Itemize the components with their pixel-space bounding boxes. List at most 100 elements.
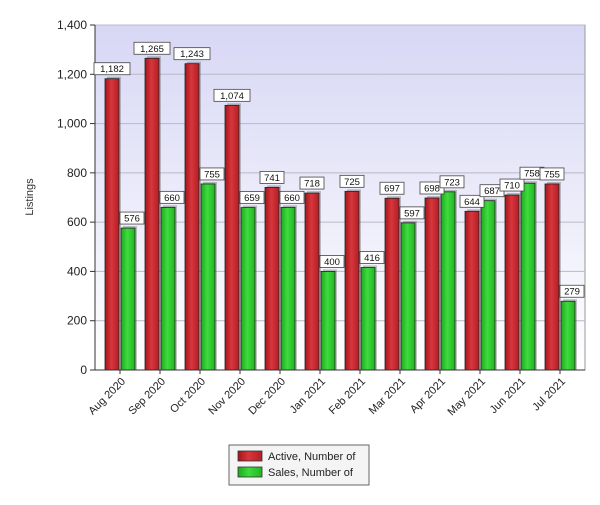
y-axis-label: Listings <box>24 178 36 216</box>
data-label: 755 <box>544 169 560 180</box>
data-label-box <box>93 62 131 76</box>
data-label-box <box>559 284 585 298</box>
data-label: 710 <box>504 181 520 192</box>
data-label-box <box>159 190 185 204</box>
data-label-box <box>439 175 465 189</box>
bar-active <box>224 104 240 371</box>
x-tick-label: Jan 2021 <box>288 376 328 416</box>
data-label: 698 <box>424 183 440 194</box>
bar-active <box>424 197 440 371</box>
y-tick-label: 200 <box>67 314 87 328</box>
data-label-box <box>259 170 285 184</box>
bar-active <box>384 197 400 371</box>
data-label-box <box>119 211 145 225</box>
bars <box>104 56 577 371</box>
bar-sales <box>480 200 496 371</box>
data-label-box <box>399 206 425 220</box>
data-label: 644 <box>464 197 480 208</box>
data-label: 755 <box>204 169 220 180</box>
data-label-box <box>459 194 485 208</box>
data-label: 758 <box>524 169 540 180</box>
y-tick-label: 600 <box>67 215 87 229</box>
data-label-box <box>239 191 265 205</box>
data-label: 1,074 <box>220 91 244 102</box>
x-tick-label: May 2021 <box>445 376 488 419</box>
x-tick-label: Jul 2021 <box>530 376 568 414</box>
x-tick-label: Jun 2021 <box>488 376 528 416</box>
legend-swatch-active <box>237 450 263 462</box>
data-label: 741 <box>264 173 280 184</box>
data-label-box <box>379 181 405 195</box>
data-label: 718 <box>304 179 320 190</box>
data-label: 1,265 <box>140 44 164 55</box>
x-tick-label: Oct 2020 <box>168 376 208 416</box>
data-label-box <box>279 190 305 204</box>
bar-sales <box>520 182 536 371</box>
y-tick-label: 800 <box>67 166 87 180</box>
legend-label-sales: Sales, Number of <box>268 467 354 479</box>
x-tick-label: Dec 2020 <box>246 376 288 418</box>
bar-active <box>344 190 360 371</box>
bar-active <box>544 183 560 371</box>
data-label: 1,182 <box>100 64 124 75</box>
y-tick-label: 0 <box>80 363 87 377</box>
data-label-box <box>299 176 325 190</box>
data-label-box <box>213 88 251 102</box>
bar-active <box>264 186 280 371</box>
data-label: 659 <box>244 193 260 204</box>
data-label: 660 <box>284 193 300 204</box>
x-tick-label: Aug 2020 <box>86 376 128 418</box>
x-tick-label: Feb 2021 <box>327 376 368 417</box>
legend: Active, Number of Sales, Number of <box>228 444 370 486</box>
y-axis: 0 200 400 600 800 1,000 1,200 1,400 <box>57 18 96 377</box>
data-label-box <box>133 41 171 55</box>
x-tick-label: Apr 2021 <box>408 376 448 416</box>
bar-sales <box>120 227 136 371</box>
y-tick-label: 1,400 <box>57 18 87 32</box>
bar-active <box>504 194 520 371</box>
data-label: 697 <box>384 184 400 195</box>
data-label: 597 <box>404 208 420 219</box>
bar-sales <box>560 300 576 371</box>
y-tick-label: 1,200 <box>57 67 87 81</box>
bar-active <box>144 57 160 371</box>
data-label: 400 <box>324 257 340 268</box>
data-labels: 1,182 576 1,265 660 1,243 755 1,074 659 741 660 71… <box>93 41 585 298</box>
y-tick-label: 400 <box>67 264 87 278</box>
data-label-box <box>539 167 565 181</box>
bar-active <box>304 192 320 371</box>
bar-active <box>464 210 480 371</box>
y-tick-label: 1,000 <box>57 117 87 131</box>
bar-active <box>104 78 120 371</box>
data-label-box <box>499 178 525 192</box>
x-tick-label: Sep 2020 <box>126 376 168 418</box>
bar-sales <box>320 271 336 371</box>
x-tick-label: Nov 2020 <box>206 376 248 418</box>
data-label: 660 <box>164 193 180 204</box>
data-label: 723 <box>444 177 460 188</box>
data-label: 279 <box>564 287 580 298</box>
bar-sales <box>360 267 376 371</box>
data-label-box <box>199 167 225 181</box>
data-label: 687 <box>484 186 500 197</box>
x-tick-label: Mar 2021 <box>367 376 408 417</box>
data-label-box <box>319 255 345 268</box>
data-label: 416 <box>364 253 380 264</box>
data-label-box <box>359 251 385 264</box>
bar-sales <box>200 183 216 371</box>
data-label-box <box>339 174 365 188</box>
bar-sales <box>440 191 456 371</box>
bar-sales <box>240 207 256 371</box>
legend-swatch-sales <box>237 466 263 478</box>
bar-sales <box>160 206 176 371</box>
data-label-box <box>173 47 211 61</box>
data-label: 1,243 <box>180 49 204 60</box>
data-label: 576 <box>124 214 140 225</box>
legend-label-active: Active, Number of <box>268 451 356 463</box>
bar-sales <box>400 222 416 371</box>
bar-sales <box>280 206 296 371</box>
data-label: 725 <box>344 177 360 188</box>
